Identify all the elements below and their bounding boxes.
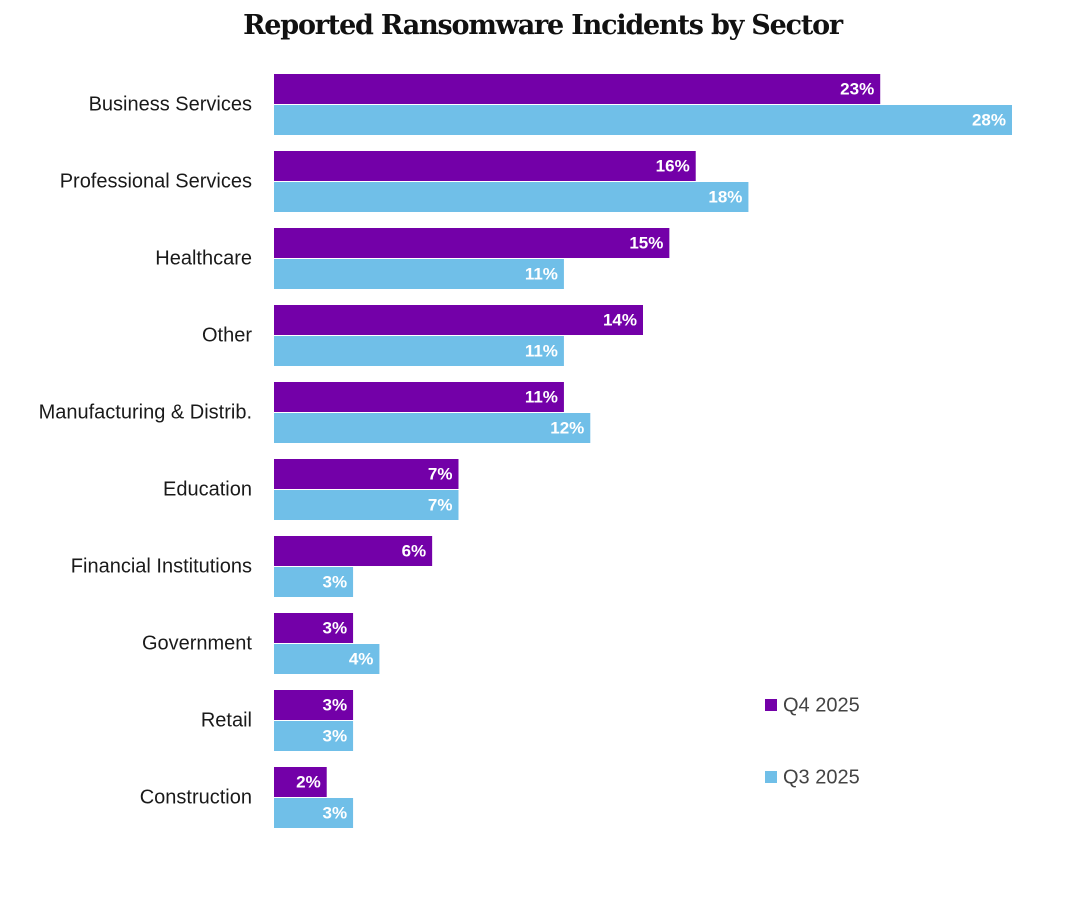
bar-q3-2025-manufacturing-and-distrib [274,413,591,443]
bar-q4-2025-business-services [274,74,881,104]
value-label-q4-2025-business-services: 23% [840,79,874,98]
bar-q4-2025-government [274,613,354,643]
value-label-q3-2025-other: 11% [525,341,558,360]
value-label-q3-2025-retail: 3% [322,726,347,745]
bar-q4-2025-manufacturing-and-distrib [274,382,564,412]
value-label-q4-2025-retail: 3% [322,695,347,714]
category-label-other: Other [202,324,252,346]
bar-q4-2025-professional-services [274,151,696,181]
value-label-q3-2025-business-services: 28% [972,110,1006,129]
value-label-q3-2025-professional-services: 18% [708,187,742,206]
value-label-q4-2025-other: 14% [603,310,637,329]
bar-q3-2025-construction [274,798,354,828]
bar-q3-2025-education [274,490,459,520]
bar-q4-2025-construction [274,767,327,797]
bar-q4-2025-healthcare [274,228,670,258]
category-label-government: Government [142,632,252,654]
bar-q4-2025-financial-institutions [274,536,433,566]
category-labels: Business Services Professional Services He… [39,93,253,808]
category-label-financial-institutions: Financial Institutions [71,555,252,577]
value-label-q4-2025-financial-institutions: 6% [402,541,427,560]
value-label-q4-2025-government: 3% [322,618,347,637]
legend-label-q4-2025: Q4 2025 [783,694,860,716]
value-label-q3-2025-healthcare: 11% [525,264,558,283]
bar-q3-2025-retail [274,721,354,751]
category-label-manufacturing-and-distrib: Manufacturing & Distrib. [39,401,252,423]
category-label-education: Education [163,478,252,500]
bar-q3-2025-financial-institutions [274,567,354,597]
value-label-q4-2025-healthcare: 15% [629,233,663,252]
value-label-q4-2025-construction: 2% [296,772,321,791]
bars [274,74,1012,828]
value-label-q3-2025-construction: 3% [322,803,347,822]
value-label-q4-2025-manufacturing-and-distrib: 11% [525,387,558,406]
value-label-q3-2025-financial-institutions: 3% [322,572,347,591]
bar-q3-2025-business-services [274,105,1012,135]
bar-q3-2025-professional-services [274,182,749,212]
value-label-q3-2025-government: 4% [349,649,374,668]
bar-q4-2025-education [274,459,459,489]
category-label-business-services: Business Services [89,93,252,115]
value-label-q3-2025-manufacturing-and-distrib: 12% [550,418,584,437]
value-label-q4-2025-professional-services: 16% [656,156,690,175]
legend-swatch-q3-2025 [765,771,777,783]
bar-q3-2025-healthcare [274,259,564,289]
value-label-q3-2025-education: 7% [428,495,453,514]
bar-q4-2025-other [274,305,643,335]
category-label-professional-services: Professional Services [60,170,252,192]
chart-title: Reported Ransomware Incidents by Sector [243,10,843,41]
category-label-retail: Retail [201,709,252,731]
bar-q3-2025-other [274,336,564,366]
category-label-healthcare: Healthcare [155,247,252,269]
category-label-construction: Construction [140,786,252,808]
bar-q4-2025-retail [274,690,354,720]
legend: Q4 2025 Q3 2025 [765,694,860,788]
legend-label-q3-2025: Q3 2025 [783,766,860,788]
bar-q3-2025-government [274,644,380,674]
value-label-q4-2025-education: 7% [428,464,453,483]
value-labels: 23% 28% 16% 18% 15% 11% 14% 11% 11% 12% 7% 7% 6% 3% 3%… [296,79,1006,822]
legend-swatch-q4-2025 [765,699,777,711]
